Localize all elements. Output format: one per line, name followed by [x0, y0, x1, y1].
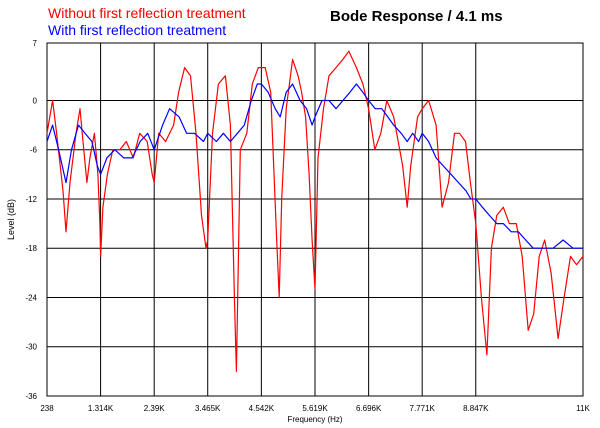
y-axis-label: Level (dB)	[6, 199, 16, 240]
x-tick-label: 3.465K	[195, 404, 221, 413]
legend-entry-without-treatment: Without first reflection treatment	[48, 5, 246, 21]
x-axis-label: Frequency (Hz)	[287, 415, 342, 424]
y-tick-label: -18	[25, 244, 37, 253]
legend-entry-with-treatment: With first reflection treatment	[48, 22, 227, 38]
x-tick-label: 238	[40, 404, 54, 413]
x-tick-label: 11K	[576, 404, 590, 413]
y-tick-label: -36	[25, 392, 37, 401]
y-tick-label: 0	[33, 96, 38, 105]
y-tick-label: 7	[33, 39, 38, 48]
series-line-with-treatment	[46, 83, 583, 249]
x-tick-label: 1.314K	[88, 404, 114, 413]
y-tick-label: -6	[30, 146, 38, 155]
chart-title: Bode Response / 4.1 ms	[330, 8, 503, 25]
y-tick-label: -30	[25, 343, 37, 352]
x-tick-label: 4.542K	[249, 404, 275, 413]
x-tick-label: 8.847K	[463, 404, 489, 413]
x-tick-label: 2.39K	[144, 404, 166, 413]
y-tick-label: -12	[25, 195, 37, 204]
y-tick-label: -24	[25, 293, 37, 302]
series-line-without-treatment	[46, 50, 584, 372]
x-tick-label: 5.619K	[302, 404, 328, 413]
x-tick-label: 6.696K	[356, 404, 382, 413]
x-tick-label: 7.771K	[410, 404, 436, 413]
